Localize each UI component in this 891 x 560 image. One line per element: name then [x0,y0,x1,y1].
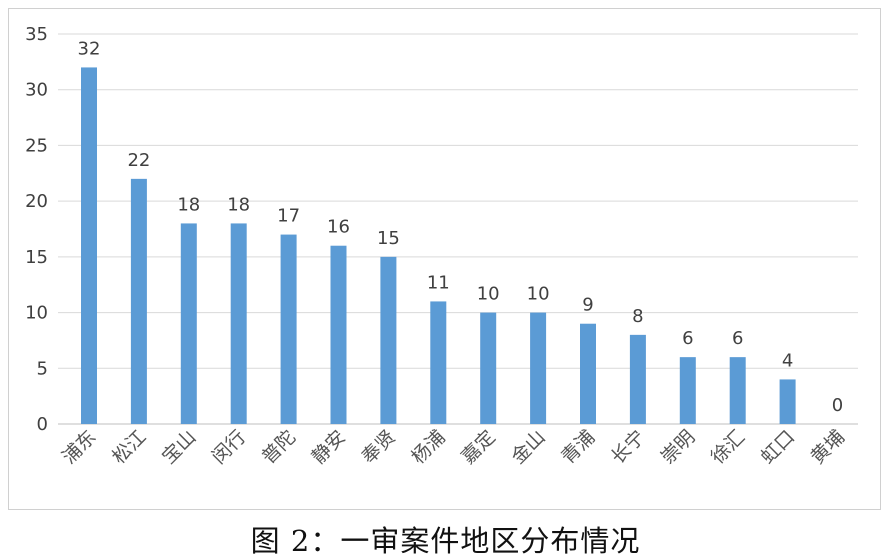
x-tick-label: 长宁 [607,426,649,468]
data-label: 10 [477,284,500,305]
x-tick-label: 静安 [308,426,350,468]
data-label: 8 [632,306,643,327]
y-tick-label: 0 [37,414,48,435]
bar [230,223,247,424]
bar [729,357,746,424]
bar [779,379,796,424]
bar [430,301,447,424]
x-tick-label: 杨浦 [407,426,449,468]
data-label: 15 [377,228,400,249]
figure-caption: 图 2：一审案件地区分布情况 [250,524,641,558]
bar [629,334,646,424]
bar [480,312,497,424]
y-tick-label: 10 [25,303,48,324]
bar [580,323,596,424]
data-label: 22 [127,150,150,171]
bar [280,234,297,424]
x-tick-label: 黄埔 [807,426,849,468]
x-tick-label: 徐汇 [707,426,749,468]
data-label: 32 [78,38,101,59]
y-tick-label: 25 [25,135,48,156]
y-tick-label: 20 [25,191,48,212]
data-label: 4 [782,350,793,371]
data-label: 11 [427,272,450,293]
x-tick-label: 浦东 [58,426,100,468]
data-label: 0 [832,395,843,416]
data-label: 18 [177,194,200,215]
x-tick-label: 普陀 [258,426,300,468]
x-tick-label: 闵行 [208,426,250,468]
data-label: 9 [582,295,593,316]
bar-chart: 0 5 10 15 20 25 30 35 32 浦东 22 松江 18 宝山 18 闵行 17 普陀 16 静安 15… [25,24,858,468]
bar [380,256,397,424]
x-tick-label: 嘉定 [457,426,499,468]
data-label: 16 [327,217,350,238]
x-tick-label: 松江 [108,426,150,468]
x-tick-label: 青浦 [557,426,599,468]
y-tick-label: 35 [25,24,48,45]
data-label: 17 [277,206,300,227]
data-label: 6 [682,328,693,349]
bar [530,312,547,424]
x-tick-label: 崇明 [657,426,699,468]
bar [81,67,97,424]
y-tick-label: 5 [37,358,48,379]
bar [180,223,197,424]
y-tick-label: 30 [25,80,48,101]
y-tick-label: 15 [25,247,48,268]
bar [130,178,147,424]
data-label: 6 [732,328,743,349]
data-label: 18 [227,194,250,215]
x-tick-label: 金山 [507,426,549,468]
x-tick-label: 虹口 [757,426,799,468]
x-tick-label: 奉贤 [357,426,399,468]
bar [679,357,696,424]
chart-frame [8,8,881,510]
x-tick-label: 宝山 [158,426,200,468]
bar [330,245,347,424]
data-label: 10 [527,284,550,305]
